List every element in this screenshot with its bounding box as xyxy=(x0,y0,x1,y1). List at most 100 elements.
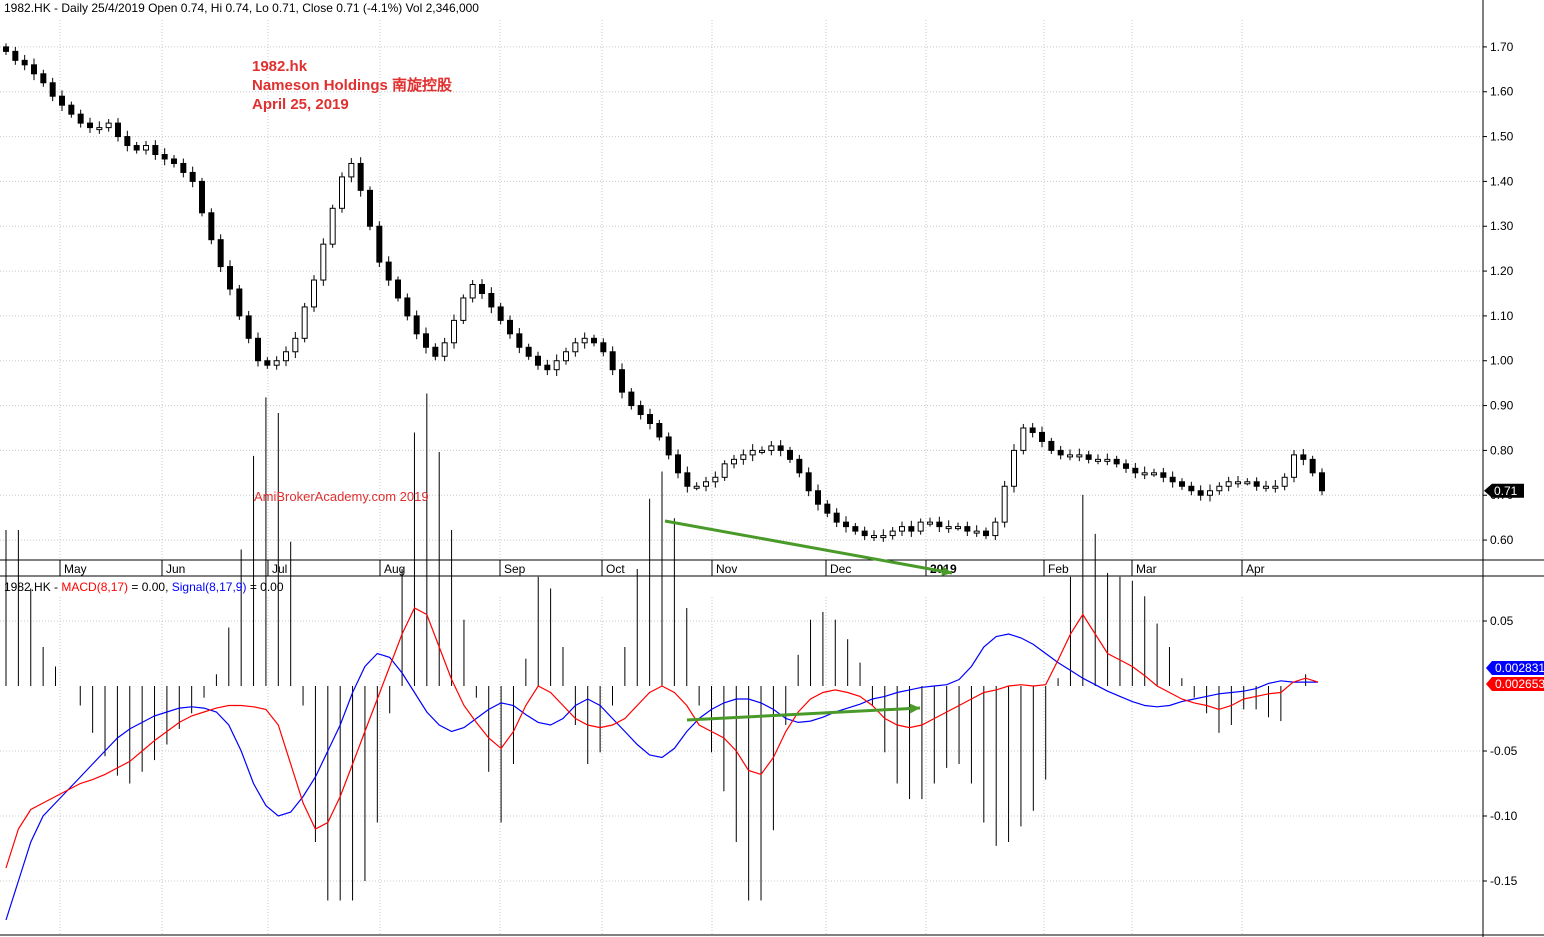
candle-body xyxy=(740,454,747,460)
candle-body xyxy=(161,154,168,160)
candle-body xyxy=(432,346,439,357)
annotation-company: Nameson Holdings 南旋控股 xyxy=(252,77,453,94)
macd-badge xyxy=(1486,677,1544,691)
candle-body xyxy=(1123,463,1129,469)
candle-body xyxy=(189,171,196,182)
candle-body xyxy=(516,333,523,348)
month-label: Jul xyxy=(272,562,287,576)
candle-body xyxy=(1244,481,1251,485)
candle-body xyxy=(628,391,635,407)
candle-body xyxy=(908,526,915,532)
month-label: Mar xyxy=(1136,562,1157,576)
candle-body xyxy=(273,360,280,366)
price-tick-label: 1.40 xyxy=(1490,174,1514,188)
macd-header: 1982.HK - MACD(8,17) = 0.00, Signal(8,17… xyxy=(4,580,284,594)
macd-divergence-arrow xyxy=(686,706,921,722)
candle-body xyxy=(423,333,429,348)
candle-body xyxy=(1272,485,1279,489)
price-candles xyxy=(3,43,1325,542)
candle-body xyxy=(320,243,327,281)
candle-body xyxy=(535,355,541,366)
candle-body xyxy=(675,454,681,474)
candle-body xyxy=(1253,481,1260,487)
price-divergence-arrow-head xyxy=(941,566,952,577)
candle-body xyxy=(1113,458,1120,465)
candle-body xyxy=(348,162,355,178)
candle-body xyxy=(973,530,980,534)
macd-lines xyxy=(5,607,1319,921)
macd-tick-label: -0.15 xyxy=(1490,874,1518,888)
candle-body xyxy=(1020,427,1027,451)
signal-header-value: = 0.00 xyxy=(246,580,284,594)
month-label: Dec xyxy=(830,562,851,576)
candle-body xyxy=(1132,467,1139,474)
candle-body xyxy=(376,225,383,263)
price-tick-label: 1.60 xyxy=(1490,85,1514,99)
grid-lines xyxy=(0,20,1483,935)
candle-body xyxy=(591,337,597,344)
macd-tick-label: -0.05 xyxy=(1490,744,1518,758)
candle-body xyxy=(87,122,93,129)
candle-body xyxy=(283,351,289,362)
candle-body xyxy=(217,239,224,268)
candle-body xyxy=(936,521,943,528)
candle-body xyxy=(385,261,392,281)
candle-body xyxy=(236,288,243,317)
annotation-date: April 25, 2019 xyxy=(252,96,349,113)
candle-body xyxy=(1001,485,1008,523)
candle-body xyxy=(1085,454,1092,460)
candle-body xyxy=(563,351,569,362)
candle-body xyxy=(899,526,905,532)
candle-body xyxy=(1179,481,1185,487)
candle-body xyxy=(684,472,691,487)
candle-body xyxy=(152,145,159,156)
candle-body xyxy=(927,521,933,525)
price-tick-label: 1.20 xyxy=(1490,264,1514,278)
price-tick-label: 0.60 xyxy=(1490,533,1514,547)
candle-body xyxy=(712,476,719,483)
candle-body xyxy=(1319,472,1325,492)
candle-body xyxy=(460,297,467,321)
macd-histogram xyxy=(5,393,1307,901)
month-label: Feb xyxy=(1048,562,1069,576)
price-header: 1982.HK - Daily 25/4/2019 Open 0.74, Hi … xyxy=(4,1,479,15)
candle-body xyxy=(507,319,513,335)
candle-body xyxy=(1207,490,1213,496)
candle-body xyxy=(1160,472,1167,478)
candle-body xyxy=(619,369,625,393)
candle-body xyxy=(721,463,728,478)
candle-body xyxy=(992,521,999,537)
candle-body xyxy=(3,46,9,52)
candle-body xyxy=(441,342,448,357)
candle-body xyxy=(1048,440,1055,451)
candle-body xyxy=(1216,485,1223,492)
candle-body xyxy=(1291,454,1297,478)
macd-badge-label: 0.002653 xyxy=(1495,677,1544,691)
candle-body xyxy=(1197,490,1204,496)
candle-body xyxy=(647,414,653,424)
candle-body xyxy=(759,449,765,453)
candle-body xyxy=(805,472,812,492)
candle-body xyxy=(264,360,271,366)
candle-body xyxy=(357,162,364,191)
candle-body xyxy=(787,449,793,460)
price-tick-label: 1.10 xyxy=(1490,309,1514,323)
candle-body xyxy=(180,162,187,173)
candle-body xyxy=(451,319,457,344)
signal-header-label: Signal(8,17,9) xyxy=(171,580,247,594)
candle-body xyxy=(880,535,887,539)
macd-header-symbol: 1982.HK - xyxy=(4,580,62,594)
month-label: Nov xyxy=(716,562,737,576)
price-divergence-arrow xyxy=(664,519,953,575)
macd-header-value: = 0.00, xyxy=(128,580,172,594)
candle-body xyxy=(301,306,308,339)
macd-tick-label: 0.05 xyxy=(1490,614,1514,628)
month-label: Oct xyxy=(606,562,625,576)
macd-tick-label: -0.10 xyxy=(1490,809,1518,823)
candle-body xyxy=(1076,454,1083,458)
candle-body xyxy=(1188,485,1195,492)
candle-body xyxy=(693,485,700,489)
candle-body xyxy=(1104,458,1111,462)
candle-body xyxy=(525,346,532,357)
